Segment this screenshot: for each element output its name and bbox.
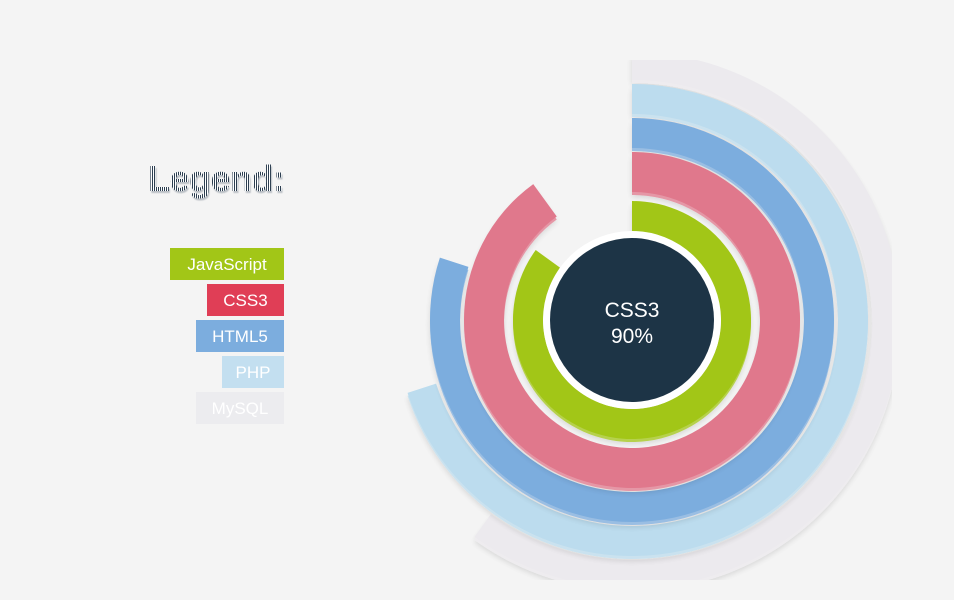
legend-item-label: HTML5 — [212, 326, 268, 346]
center-disc — [550, 238, 714, 402]
legend-item-label: CSS3 — [223, 290, 268, 310]
legend-list: JavaScript CSS3 HTML5 PHP MySQL — [0, 248, 284, 428]
legend-item-javascript[interactable]: JavaScript — [170, 248, 284, 280]
donut-svg — [407, 60, 892, 580]
legend-title: Legend: — [148, 158, 285, 199]
legend-item-css3[interactable]: CSS3 — [207, 284, 284, 316]
legend-item-mysql[interactable]: MySQL — [196, 392, 284, 424]
legend-item-label: JavaScript — [187, 254, 267, 274]
center-halo-ring — [543, 231, 721, 409]
legend-item-php[interactable]: PHP — [222, 356, 284, 388]
radial-donut-chart: CSS3 90% — [372, 60, 892, 580]
arc-layer — [407, 60, 892, 580]
legend-item-label: MySQL — [211, 398, 269, 418]
legend-item-label: PHP — [235, 362, 271, 382]
legend-item-html5[interactable]: HTML5 — [196, 320, 284, 352]
